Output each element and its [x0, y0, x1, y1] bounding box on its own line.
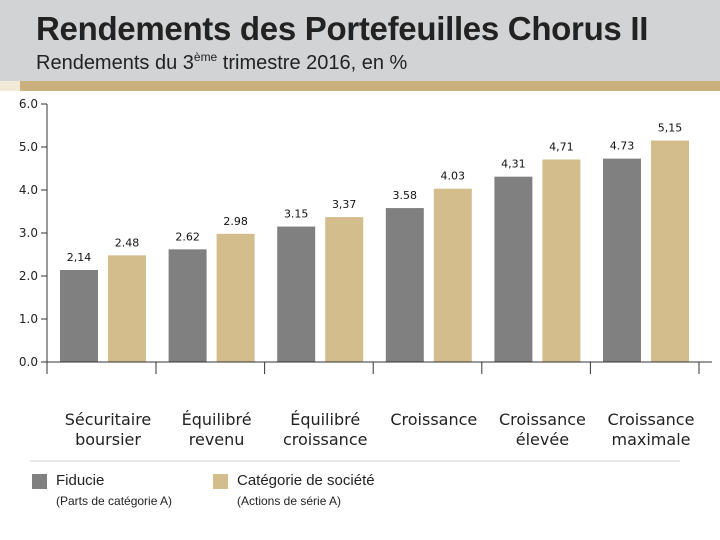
data-label-societe: 5,15 — [658, 122, 683, 135]
data-label-societe: 4.03 — [441, 170, 466, 183]
data-label-fiducie: 2.62 — [175, 230, 200, 243]
x-category-label: Croissance maximale — [608, 410, 695, 449]
bar-societe — [216, 233, 255, 362]
subtitle-superscript: ème — [193, 50, 218, 64]
x-category-label-line: revenu — [189, 430, 245, 449]
x-category-label: Sécuritaire boursier — [65, 410, 152, 449]
x-category-label-line: boursier — [75, 430, 141, 449]
header-accent-highlight — [0, 81, 20, 91]
bar-fiducie — [277, 226, 316, 362]
bar-fiducie — [60, 269, 98, 362]
y-tick-label: 5.0 — [19, 140, 38, 154]
legend-label-fiducie: Fiducie — [56, 472, 105, 489]
x-category-label-line: Équilibré — [182, 410, 252, 429]
data-label-fiducie: 4,31 — [501, 158, 526, 171]
bar-societe — [651, 140, 689, 362]
data-label-societe: 2.48 — [115, 236, 140, 249]
x-category-label-line: Croissance — [499, 410, 586, 429]
data-label-societe: 2.98 — [223, 215, 248, 228]
y-tick-label: 4.0 — [19, 183, 38, 197]
subtitle-text-start: Rendements du 3 — [36, 52, 194, 74]
data-label-fiducie: 3.15 — [284, 208, 309, 221]
y-tick-label: 2.0 — [19, 269, 38, 283]
legend-note-fiducie: (Parts de catégorie A) — [56, 494, 173, 508]
x-category-label: Équilibré revenu — [182, 410, 252, 449]
page-title: Rendements des Portefeuilles Chorus II — [36, 10, 649, 47]
x-category-label: Croissance élevée — [499, 410, 586, 449]
y-tick-label: 0.0 — [19, 355, 38, 369]
bar-societe — [542, 159, 581, 362]
bar-fiducie — [385, 208, 424, 362]
x-category-label-line: Sécuritaire — [65, 410, 152, 429]
y-tick-label: 3.0 — [19, 226, 38, 240]
legend-item-fiducie: Fiducie (Parts de catégorie A) — [32, 472, 172, 508]
data-label-societe: 4,71 — [549, 140, 574, 153]
x-category-label-line: Croissance — [608, 410, 695, 429]
x-category-label: Équilibré croissance — [283, 410, 368, 449]
header-accent-bar — [0, 81, 720, 91]
y-tick-label: 1.0 — [19, 312, 38, 326]
bar-fiducie — [494, 176, 533, 362]
x-category-label-line: croissance — [283, 430, 368, 449]
legend-swatch-societe — [213, 474, 228, 489]
header-band — [0, 0, 720, 86]
x-category-label-line: élevée — [516, 430, 569, 449]
y-tick-label: 6.0 — [19, 97, 38, 111]
data-label-societe: 3,37 — [332, 198, 357, 211]
data-label-fiducie: 3.58 — [393, 189, 418, 202]
bar-fiducie — [168, 249, 207, 362]
page-subtitle: Rendements du 3ème trimestre 2016, en % — [36, 50, 407, 75]
data-label-fiducie: 2,14 — [67, 251, 92, 264]
x-category-label-line: Équilibré — [290, 410, 360, 429]
legend-item-societe: Catégorie de société (Actions de série A… — [213, 472, 375, 508]
x-category-label-line: maximale — [612, 430, 691, 449]
bar-societe — [108, 255, 146, 362]
bar-fiducie — [603, 158, 641, 362]
x-category-label: Croissance — [390, 410, 477, 429]
legend-label-societe: Catégorie de société — [237, 472, 375, 489]
subtitle-text-end: trimestre 2016, en % — [217, 52, 408, 74]
legend-swatch-fiducie — [32, 474, 47, 489]
bar-societe — [325, 217, 364, 362]
x-category-label-line: Croissance — [390, 410, 477, 429]
data-label-fiducie: 4.73 — [610, 140, 635, 153]
bar-societe — [433, 188, 472, 362]
legend-note-societe: (Actions de série A) — [237, 494, 342, 508]
